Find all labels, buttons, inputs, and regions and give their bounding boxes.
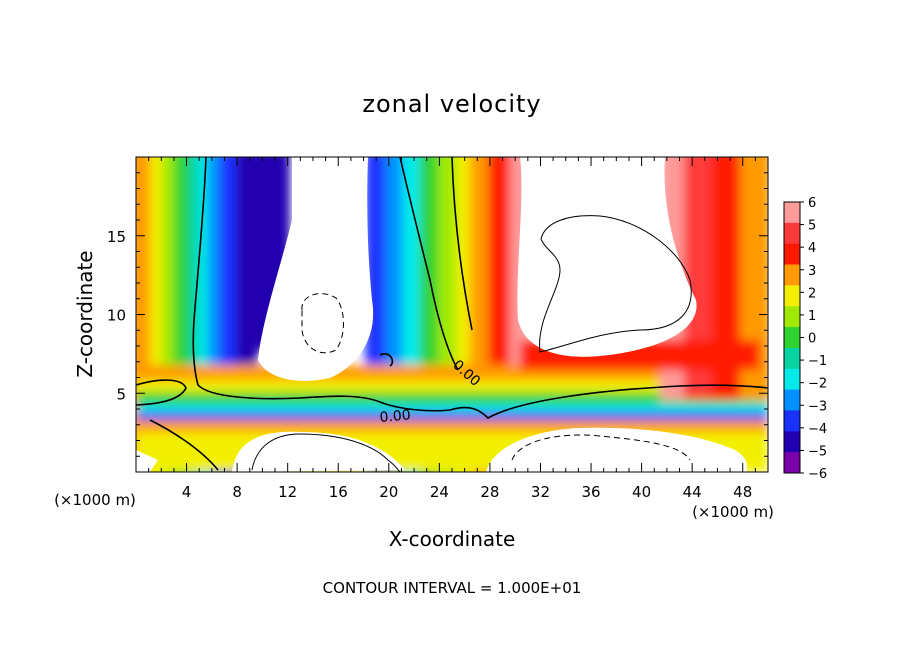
chart-title: zonal velocity (362, 90, 541, 118)
colorbar-label: −1 (808, 354, 827, 369)
colorbar-label: −6 (808, 467, 827, 482)
colorbar-label: 1 (808, 309, 816, 324)
y-tick-label: 15 (107, 228, 126, 246)
colorbar-swatch (784, 327, 800, 349)
colorbar-label: 2 (808, 286, 816, 301)
colorbar-swatch (784, 222, 800, 245)
x-tick-label: 12 (278, 483, 297, 501)
colorbar-label: −3 (808, 399, 827, 414)
contour-lines (136, 157, 768, 472)
colorbar-label: 6 (808, 196, 816, 211)
x-tick-label: 32 (531, 483, 550, 501)
plot-area: 0.00 0.00 (136, 157, 768, 472)
x-tick-label: 48 (733, 483, 752, 501)
x-tick-label: 8 (232, 483, 242, 501)
colorbar-label: −2 (808, 377, 827, 392)
x-tick-label: 24 (430, 483, 449, 501)
colorbar-swatch (784, 202, 800, 224)
x-axis-label: X-coordinate (389, 527, 516, 551)
x-tick-label: 16 (329, 483, 348, 501)
x-tick-label: 44 (683, 483, 702, 501)
colorbar-swatch (784, 264, 800, 286)
x-tick-label: 20 (379, 483, 398, 501)
colorbar-swatch (784, 243, 800, 266)
contour-label: 0.00 (379, 407, 411, 426)
x-unit-label-right: (×1000 m) (692, 503, 774, 521)
colorbar-label: 3 (808, 264, 816, 279)
colorbar-label: 4 (808, 241, 816, 256)
colorbar-swatch (784, 368, 800, 391)
y-axis-label: Z-coordinate (73, 250, 97, 377)
colorbar-label: 0 (808, 332, 816, 347)
colorbar-swatch (784, 347, 800, 370)
contour-interval-label: CONTOUR INTERVAL = 1.000E+01 (323, 579, 582, 597)
colorbar-swatch (784, 306, 800, 328)
colorbar-label: 5 (808, 219, 816, 234)
colorbar-swatch (784, 452, 800, 474)
y-tick-label: 5 (116, 385, 126, 403)
colorbar-label: −5 (808, 444, 827, 459)
x-unit-label-left: (×1000 m) (54, 491, 136, 509)
colorbar-swatch (784, 431, 800, 453)
x-tick-label: 40 (632, 483, 651, 501)
x-tick-label: 28 (480, 483, 499, 501)
colorbar-label: −4 (808, 422, 827, 437)
colorbar-swatch (784, 285, 800, 307)
x-tick-label: 36 (581, 483, 600, 501)
colorbar-swatch (784, 410, 800, 432)
colorbar-swatch (784, 389, 800, 411)
x-tick-label: 4 (182, 483, 192, 501)
colorbar: 6 5 4 3 2 1 0 −1 −2 −3 −4 −5 −6 (783, 196, 827, 482)
y-tick-label: 10 (107, 307, 126, 325)
